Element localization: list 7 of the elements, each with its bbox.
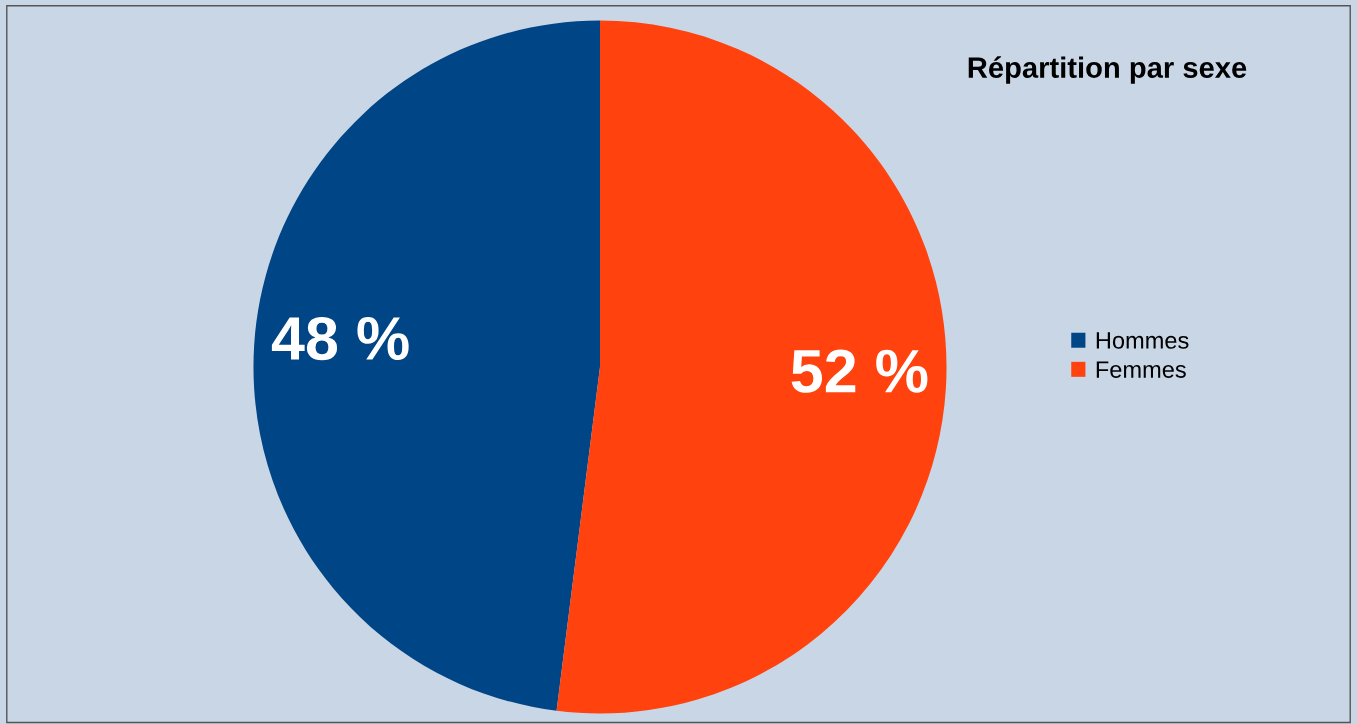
legend-label: Femmes — [1096, 361, 1186, 378]
text: Répartition par sexe — [968, 56, 1247, 84]
pie-slice — [253, 20, 600, 711]
pie-slice — [556, 20, 947, 714]
data-label: 52 % — [791, 349, 928, 393]
legend-label: Hommes — [1096, 332, 1189, 349]
data-label: 48 % — [271, 316, 409, 361]
